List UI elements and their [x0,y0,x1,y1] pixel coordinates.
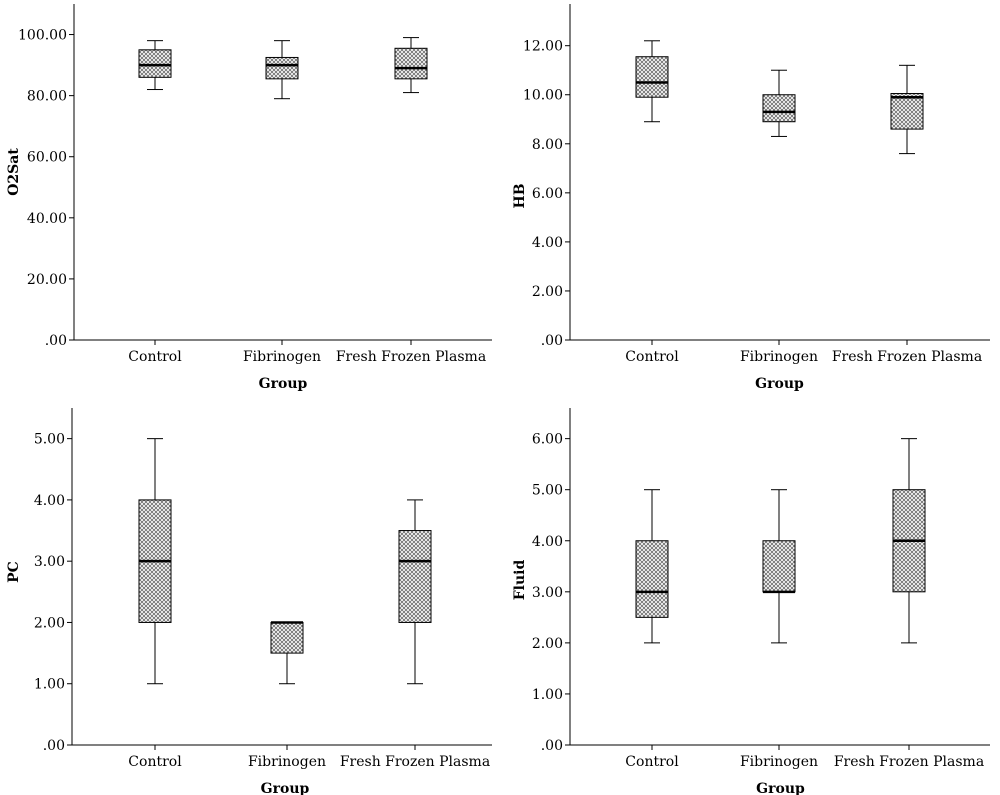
y-tick-label: 5.00 [34,432,65,448]
y-tick-label: 20.00 [27,272,67,288]
iqr-box [762,94,796,123]
x-tick-label: Control [128,754,182,770]
x-tick-label: Fresh Frozen Plasma [834,754,984,770]
chart-panel-pc: .00 1.00 2.00 3.00 4.00 5.00 Control Fibrinogen… [6,408,492,795]
chart-panel-hb: .00 2.00 4.00 6.00 8.00 10.00 12.00 Control Fibr… [512,4,990,392]
y-tick-label: 6.00 [532,432,563,448]
y-tick-label: .00 [43,738,65,754]
iqr-box [270,621,304,654]
x-tick-label: Fibrinogen [740,349,818,365]
box-control [138,438,172,685]
y-tick-label: 100.00 [18,28,67,44]
y-tick-label: .00 [541,738,563,754]
box-fibrinogen [270,621,304,685]
y-tick-label: 60.00 [27,150,67,166]
y-tick-label: 10.00 [523,88,563,104]
x-axis-title: Group [261,781,310,795]
x-axis-title: Group [755,376,804,392]
iqr-box [394,47,428,80]
iqr-box [138,49,172,78]
y-tick-label: 6.00 [532,186,563,202]
x-axis-title: Group [259,376,308,392]
x-tick-label: Control [625,349,679,365]
y-tick-label: 1.00 [34,677,65,693]
box-fresh-frozen-plasma [892,438,926,644]
chart-panel-fluid: .00 1.00 2.00 3.00 4.00 5.00 6.00 Control Fibrin… [512,408,990,795]
y-tick-label: 3.00 [34,554,65,570]
box-fresh-frozen-plasma [394,37,428,94]
y-axis-title: HB [512,183,528,208]
y-tick-label: 5.00 [532,483,563,499]
x-tick-label: Fresh Frozen Plasma [832,349,982,365]
y-tick-label: 2.00 [532,636,563,652]
iqr-box [398,530,432,623]
x-tick-label: Control [128,349,182,365]
box-fibrinogen [762,489,796,644]
box-fresh-frozen-plasma [890,64,924,155]
y-axis-title: Fluid [512,560,528,601]
x-tick-label: Fibrinogen [248,754,326,770]
y-tick-label: 80.00 [27,89,67,105]
y-tick-label: 2.00 [532,284,563,300]
y-tick-label: 3.00 [532,585,563,601]
y-tick-label: .00 [45,333,67,349]
x-tick-label: Fresh Frozen Plasma [336,349,486,365]
box-fibrinogen [265,40,299,100]
iqr-box [762,540,796,593]
iqr-box [890,93,924,130]
y-tick-label: 8.00 [532,137,563,153]
x-tick-label: Control [625,754,679,770]
y-tick-label: 12.00 [523,39,563,55]
x-tick-label: Fresh Frozen Plasma [340,754,490,770]
y-tick-label: 4.00 [532,235,563,251]
box-control [635,40,669,123]
chart-panel-o2sat: .00 20.00 40.00 60.00 80.00 100.00 Control Fibr… [6,4,492,392]
x-axis-title: Group [756,781,805,795]
box-control [138,40,172,91]
box-fibrinogen [762,69,796,137]
box-fresh-frozen-plasma [398,499,432,685]
x-tick-label: Fibrinogen [243,349,321,365]
y-tick-label: 1.00 [532,687,563,703]
x-tick-label: Fibrinogen [740,754,818,770]
y-axis-title: O2Sat [6,148,22,196]
y-tick-label: .00 [541,333,563,349]
y-axis-title: PC [6,561,22,583]
y-tick-label: 2.00 [34,615,65,631]
y-tick-label: 4.00 [532,534,563,550]
y-tick-label: 40.00 [27,211,67,227]
iqr-box [635,56,669,98]
box-control [635,489,669,644]
iqr-box [265,56,299,80]
iqr-box [635,540,669,618]
y-tick-label: 4.00 [34,493,65,509]
